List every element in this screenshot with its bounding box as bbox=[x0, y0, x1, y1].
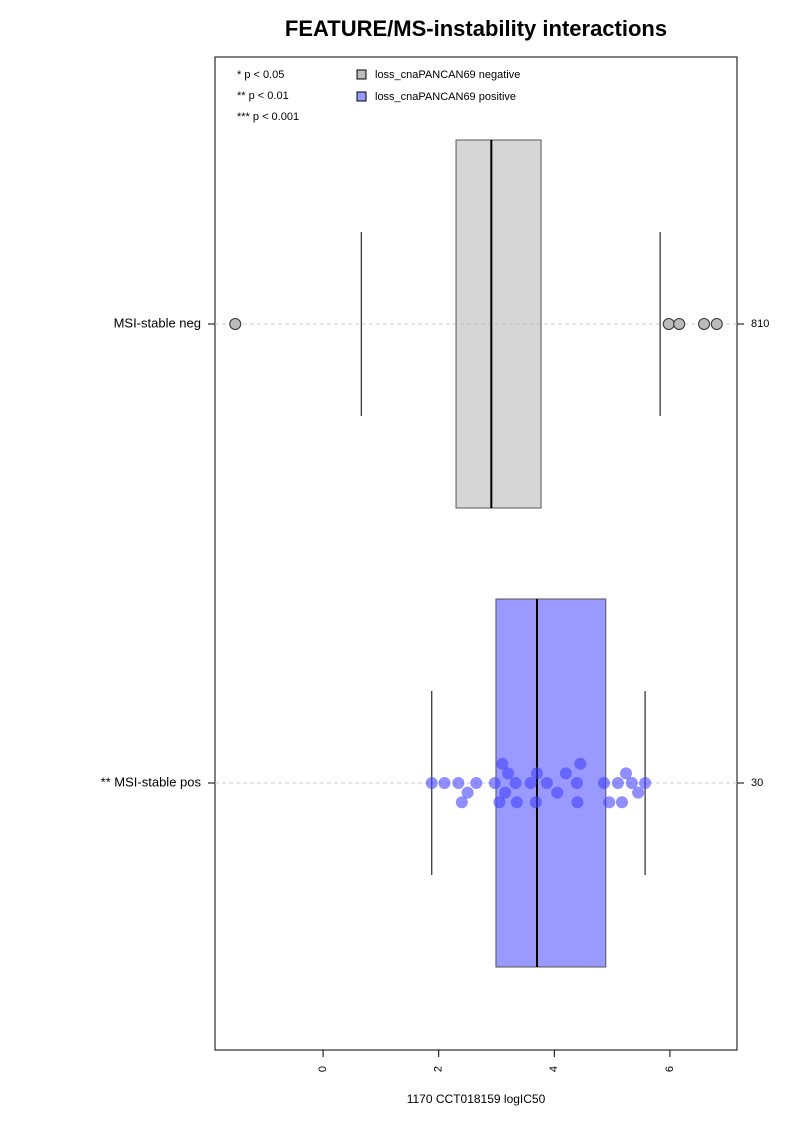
annotation: * p < 0.05 bbox=[237, 69, 284, 81]
data-point bbox=[611, 777, 624, 789]
count-label: 810 bbox=[751, 318, 769, 330]
box bbox=[455, 139, 542, 509]
data-point bbox=[496, 757, 509, 770]
data-point bbox=[615, 796, 628, 809]
data-point bbox=[598, 777, 611, 789]
annotation: *** p < 0.001 bbox=[237, 111, 299, 123]
data-point bbox=[509, 777, 522, 789]
x-tick-label: 6 bbox=[664, 1066, 676, 1072]
data-point bbox=[493, 796, 506, 809]
data-point bbox=[524, 777, 537, 789]
data-point bbox=[510, 796, 523, 809]
data-point bbox=[603, 796, 616, 809]
y-tick-label: MSI-stable neg bbox=[114, 315, 201, 330]
data-point bbox=[502, 767, 515, 780]
x-tick-label: 2 bbox=[433, 1066, 445, 1072]
data-point bbox=[529, 796, 542, 809]
data-point bbox=[559, 767, 572, 780]
outlier bbox=[229, 318, 242, 330]
data-point bbox=[625, 777, 638, 789]
x-tick-label: 4 bbox=[548, 1066, 560, 1072]
chart-title: FEATURE/MS-instability interactions bbox=[285, 16, 667, 41]
legend-swatch bbox=[356, 69, 367, 80]
x-axis-label: 1170 CCT018159 logIC50 bbox=[407, 1092, 546, 1106]
legend-label: loss_cnaPANCAN69 negative bbox=[375, 69, 520, 81]
annotation: ** p < 0.01 bbox=[237, 90, 289, 102]
data-point bbox=[639, 777, 652, 789]
outlier bbox=[662, 318, 675, 330]
data-point bbox=[632, 786, 645, 799]
data-point bbox=[570, 777, 583, 789]
data-point bbox=[571, 796, 584, 809]
data-point bbox=[574, 757, 587, 770]
plot-frame bbox=[214, 56, 738, 1051]
data-point bbox=[455, 796, 468, 809]
legend-label: loss_cnaPANCAN69 positive bbox=[375, 91, 516, 103]
data-point bbox=[452, 777, 465, 789]
data-point bbox=[551, 786, 564, 799]
data-point bbox=[530, 767, 543, 780]
y-tick-label: ** MSI-stable pos bbox=[101, 774, 202, 789]
data-point bbox=[540, 777, 553, 789]
outlier bbox=[698, 318, 711, 330]
data-point bbox=[488, 777, 501, 789]
data-point bbox=[620, 767, 633, 780]
data-point bbox=[461, 786, 474, 799]
data-point bbox=[438, 777, 451, 789]
data-point bbox=[425, 777, 438, 789]
data-point bbox=[470, 777, 483, 789]
count-label: 30 bbox=[751, 777, 763, 789]
legend-swatch bbox=[356, 91, 367, 102]
outlier bbox=[710, 318, 723, 330]
data-point bbox=[499, 786, 512, 799]
x-tick-label: 0 bbox=[317, 1066, 329, 1072]
outlier bbox=[673, 318, 686, 330]
